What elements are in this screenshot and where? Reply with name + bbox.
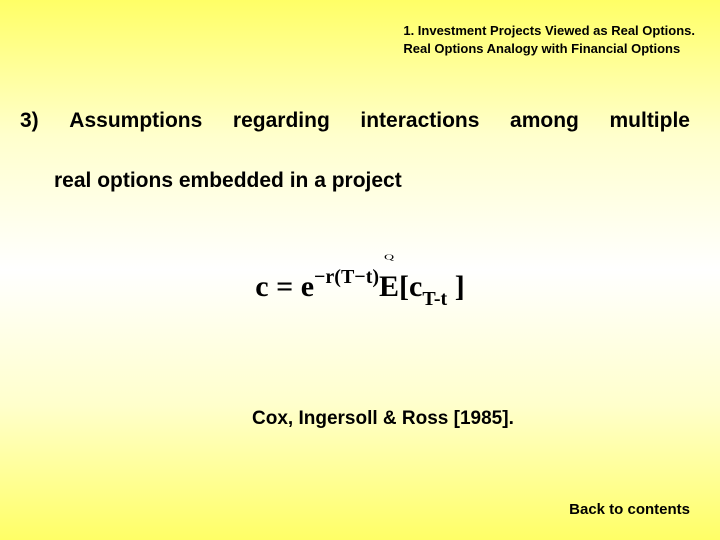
list-number: 3) — [20, 100, 39, 142]
body-text: 3) Assumptions regarding interactions am… — [20, 100, 690, 202]
citation: Cox, Ingersoll & Ross [1985]. — [252, 408, 514, 430]
header-line-1: 1. Investment Projects Viewed as Real Op… — [403, 22, 695, 40]
formula: c = e−r(T−t)E[cT-t ] — [0, 268, 720, 309]
slide-container: 1. Investment Projects Viewed as Real Op… — [0, 0, 720, 540]
body-line-1: 3) Assumptions regarding interactions am… — [20, 100, 690, 142]
slide-header: 1. Investment Projects Viewed as Real Op… — [403, 22, 695, 57]
formula-exponent: −r(T−t) — [314, 266, 379, 288]
back-to-contents-link[interactable]: Back to contents — [569, 501, 690, 518]
formula-bracket-open: [c — [399, 270, 422, 303]
formula-subscript: T-t — [422, 288, 447, 310]
formula-expectation: E — [379, 270, 399, 304]
header-line-2: Real Options Analogy with Financial Opti… — [403, 40, 695, 58]
body-line-2: real options embedded in a project — [20, 160, 690, 202]
formula-lhs: c = e — [255, 270, 314, 303]
formula-bracket-close: ] — [447, 270, 465, 303]
